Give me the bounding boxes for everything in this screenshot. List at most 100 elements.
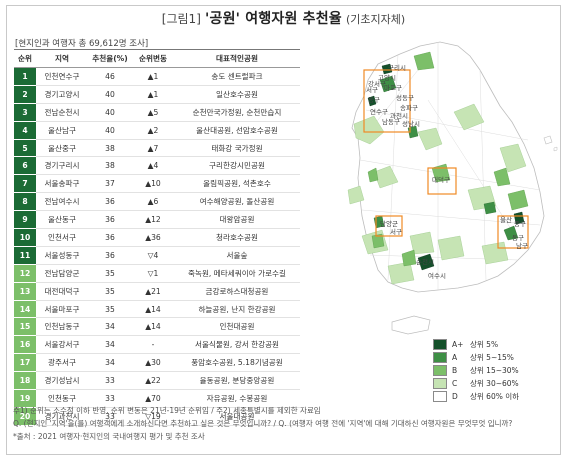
table-cell-rate: 36: [88, 192, 132, 212]
table-cell-region: 대전대덕구: [36, 282, 88, 301]
table-cell-rank: 17: [14, 353, 36, 373]
table-cell-rank: 15: [14, 317, 36, 337]
table-cell-rank: 6: [14, 156, 36, 176]
table-cell-region: 경기성남시: [36, 371, 88, 391]
table-cell-rank: 19: [14, 389, 36, 408]
table-row: 11 서울성동구 36 ▽4 서울숲: [14, 246, 300, 265]
table-cell-region: 전남담양군: [36, 264, 88, 283]
table-cell-park: 여수해양공원, 돌산공원: [174, 192, 300, 212]
footnote-source: *출처 : 2021 여행자·현지인의 국내여행지 평가 및 추천 조사: [13, 432, 205, 441]
map-region-label: 성남시: [402, 119, 420, 128]
table-row: 7 서울송파구 37 ▲10 올림픽공원, 석촌호수: [14, 174, 300, 194]
legend-label: 상위 60% 이하: [470, 392, 520, 401]
korea-map: 구리시고양시서구동구연수구남동구마포구강서구송파구과천시성동구성남시대덕구담양군…: [347, 41, 558, 335]
legend-label: 상위 15~30%: [470, 366, 519, 375]
table-cell-region: 전남여수시: [36, 192, 88, 212]
table-cell-region: 경기구리시: [36, 156, 88, 176]
legend-swatch: [433, 378, 447, 389]
figure-title: [그림1] '공원' 여행자원 추천율 (기초지자체): [0, 8, 567, 28]
table-cell-park: 대왕암공원: [174, 210, 300, 230]
table-cell-region: 전남순천시: [36, 103, 88, 122]
map-region-label: 남동구: [382, 117, 400, 126]
table-header-row: 순위 지역 추천율(%) 순위변동 대표적인공원: [14, 49, 300, 68]
table-row: 4 울산남구 40 ▲2 울산대공원, 선암호수공원: [14, 121, 300, 140]
legend-label: 상위 5~15%: [470, 353, 514, 362]
table-cell-rank: 11: [14, 246, 36, 265]
legend-swatch: [433, 365, 447, 376]
table-row: 12 전남담양군 35 ▽1 죽녹원, 메타세쿼이아 가로수길: [14, 264, 300, 283]
table-cell-change: ▲30: [132, 353, 174, 373]
table-cell-change: ▲4: [132, 156, 174, 176]
table-cell-rank: 12: [14, 264, 36, 283]
figure-main-title: '공원' 여행자원 추천율: [205, 11, 342, 27]
column-header: 순위변동: [132, 49, 174, 68]
legend-item: D 상위 60% 이하: [433, 390, 519, 403]
table-cell-rank: 4: [14, 121, 36, 140]
table-cell-park: 울산대공원, 선암호수공원: [174, 121, 300, 140]
legend-grade: A+: [452, 340, 464, 349]
map-region-label: 순천시: [416, 257, 434, 266]
table-cell-change: ▽4: [132, 246, 174, 265]
table-cell-region: 경기과천시: [36, 407, 88, 426]
legend-grade: C: [452, 379, 458, 388]
table-cell-change: ▲1: [132, 67, 174, 86]
table-cell-rank: 5: [14, 139, 36, 158]
table-cell-park: 청라호수공원: [174, 228, 300, 247]
table-cell-change: ▲21: [132, 282, 174, 301]
legend-grade: B: [452, 366, 458, 375]
table-row: 9 울산동구 36 ▲12 대왕암공원: [14, 210, 300, 230]
table-cell-change: ▲1: [132, 85, 174, 104]
map-region-label: 울산: [500, 215, 512, 224]
table-cell-park: 서울식물원, 강서 한강공원: [174, 335, 300, 355]
table-cell-park: 구리한강시민공원: [174, 156, 300, 176]
table-cell-rank: 13: [14, 282, 36, 301]
map-region-label: 성동구: [396, 93, 414, 102]
map-region-label: 서구: [366, 85, 378, 94]
map-region-label: 남구: [516, 241, 528, 250]
legend-item: B 상위 15~30%: [433, 364, 519, 377]
grade-c-regions: [347, 103, 527, 285]
footnote-question: Q. (현지인 '지역'을(를) 여행객에게 소개하신다면 추천하고 싶은 것은…: [13, 419, 513, 428]
table-cell-rate: 34: [88, 353, 132, 373]
table-cell-park: 서울대공원: [174, 407, 300, 426]
table-row: 8 전남여수시 36 ▲6 여수해양공원, 돌산공원: [14, 192, 300, 212]
table-cell-rate: 33: [88, 407, 132, 426]
table-cell-region: 울산중구: [36, 139, 88, 158]
map-region-label: 동구: [368, 96, 380, 104]
table-cell-change: ▲2: [132, 121, 174, 140]
table-cell-region: 서울마포구: [36, 300, 88, 319]
ulleung-island: [543, 135, 553, 145]
table-cell-change: ▲14: [132, 317, 174, 337]
map-region-label: 동구: [512, 234, 524, 242]
table-cell-change: -: [132, 335, 174, 355]
table-cell-rank: 16: [14, 335, 36, 355]
table-cell-rate: 33: [88, 389, 132, 408]
footnote-notes: 주1) 순위는 소수점 이하 반영, 순위 변동은 21년-19년 순위임 / …: [13, 406, 321, 415]
map-region-label: 담양군: [380, 220, 398, 228]
table-cell-change: ▲14: [132, 300, 174, 319]
table-cell-park: 태화강 국가정원: [174, 139, 300, 158]
figure-subtitle: (기초지자체): [346, 13, 406, 26]
table-cell-rate: 40: [88, 121, 132, 140]
table-cell-region: 울산동구: [36, 210, 88, 230]
table-cell-park: 금강로하스대청공원: [174, 282, 300, 301]
table-row: 6 경기구리시 38 ▲4 구리한강시민공원: [14, 156, 300, 176]
table-cell-rank: 3: [14, 103, 36, 122]
table-cell-park: 일산호수공원: [174, 85, 300, 104]
table-cell-park: 순천만국가정원, 순천만습지: [174, 103, 300, 122]
legend-swatch: [433, 352, 447, 363]
table-row: 16 서울강서구 34- 서울식물원, 강서 한강공원: [14, 335, 300, 355]
map-region-label: 연수구: [370, 108, 388, 116]
table-cell-region: 인천동구: [36, 389, 88, 408]
table-cell-change: ▲12: [132, 210, 174, 230]
legend-grade: D: [452, 392, 458, 401]
table-cell-region: 인천서구: [36, 228, 88, 247]
table-cell-region: 경기고양시: [36, 85, 88, 104]
map-region-label: 대덕구: [432, 175, 450, 184]
table-cell-rate: 33: [88, 371, 132, 391]
table-cell-rate: 36: [88, 246, 132, 265]
table-body: 1 인천연수구 46 ▲1 송도 센트럴파크 2 경기고양시 40 ▲1 일산호수공원 3 전남순천시…: [14, 67, 300, 426]
map-region-label: 송파구: [400, 103, 418, 112]
table-cell-rate: 38: [88, 139, 132, 158]
map-region-label: 고양시: [378, 74, 396, 82]
